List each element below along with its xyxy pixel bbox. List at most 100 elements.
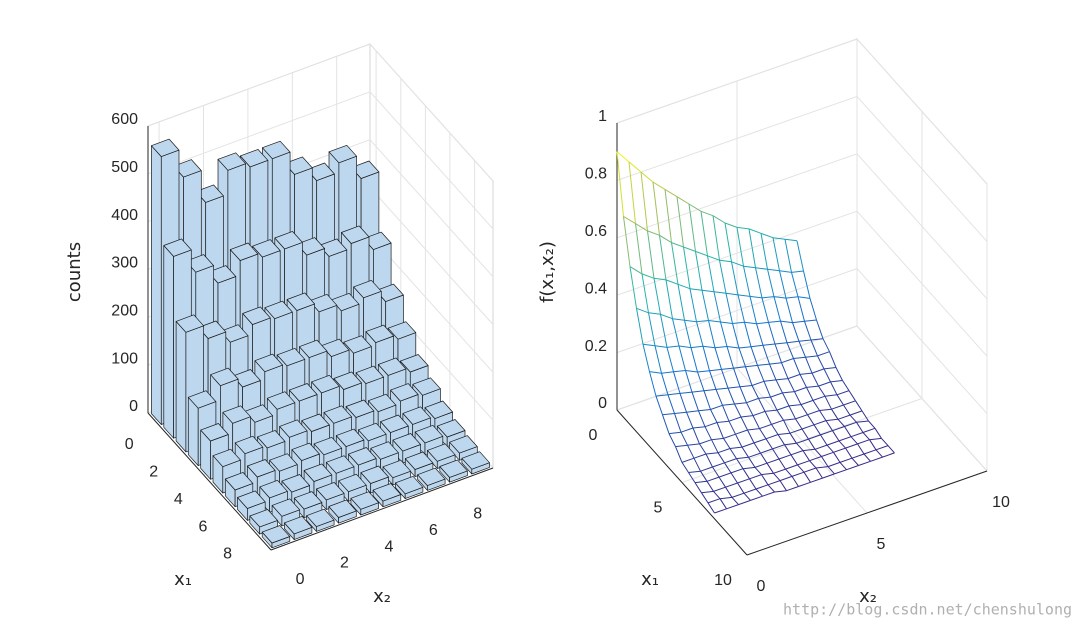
mesh-edge <box>728 420 736 435</box>
mesh-edge <box>882 452 895 458</box>
mesh-edge <box>667 392 681 396</box>
mesh-edge <box>799 372 813 375</box>
x-tick-label: 0 <box>125 436 134 453</box>
bar-top <box>308 293 338 313</box>
mesh-edge <box>807 414 815 426</box>
mesh-edge <box>689 288 703 291</box>
mesh-edge <box>824 394 838 397</box>
mesh-edge <box>752 410 766 417</box>
mesh-edge <box>660 314 668 348</box>
mesh-edge <box>672 318 685 321</box>
mesh-edge <box>788 404 802 407</box>
mesh-edge <box>832 430 840 442</box>
mesh-edge <box>820 430 833 436</box>
mesh-edge <box>700 210 714 217</box>
mesh-edge <box>856 422 864 433</box>
mesh-edge <box>640 171 648 231</box>
bar-top <box>311 374 340 394</box>
mesh-edge <box>648 312 656 346</box>
mesh-edge <box>731 261 739 295</box>
mesh-edge <box>795 418 803 430</box>
bar <box>439 459 468 483</box>
mesh-edge <box>851 453 865 459</box>
mesh-edge <box>749 474 762 480</box>
mesh-edge <box>739 386 747 403</box>
mesh-edge <box>707 255 715 292</box>
bar-top <box>274 231 303 250</box>
mesh-edge <box>628 161 636 224</box>
bar-top <box>417 467 446 486</box>
mesh-edge <box>734 403 742 418</box>
mesh-edge <box>697 371 705 391</box>
mesh-edge <box>708 320 716 348</box>
mesh-edge <box>790 454 798 466</box>
mesh-edge <box>719 496 733 500</box>
mesh-edge <box>813 420 827 426</box>
mesh-edge <box>783 419 791 434</box>
mesh-edge <box>731 497 739 505</box>
mesh-edge <box>784 442 797 446</box>
mesh-edge <box>787 378 795 392</box>
bar-top <box>264 300 293 320</box>
mesh-edge <box>764 411 772 425</box>
watermark: http://blog.csdn.net/chenshulong <box>783 601 1072 619</box>
mesh-edge <box>784 238 798 242</box>
mesh-edge <box>642 344 650 372</box>
mesh-edge <box>802 448 816 452</box>
y-tick-label: 2 <box>340 555 349 572</box>
bar-top <box>343 335 372 354</box>
mesh-edge <box>652 181 666 190</box>
mesh-edge <box>720 321 733 324</box>
mesh-edge <box>785 296 799 299</box>
z-tick-label: 0.4 <box>585 280 607 297</box>
mesh-edge <box>762 343 776 346</box>
bar-top <box>341 225 370 244</box>
bar-top <box>266 391 296 410</box>
mesh-edge <box>797 460 810 466</box>
mesh-edge <box>713 291 721 323</box>
y-tick-label: 10 <box>992 494 1010 511</box>
mesh-edge <box>761 474 769 486</box>
mesh-edge <box>809 460 817 469</box>
bar-top <box>424 400 453 419</box>
mesh-edge <box>678 345 686 371</box>
bar-top <box>217 152 246 171</box>
mesh-edge <box>784 444 792 456</box>
mesh-edge <box>714 508 727 514</box>
mesh-edge <box>694 480 708 484</box>
mesh-edge <box>713 486 726 492</box>
mesh-edge <box>821 451 834 457</box>
mesh-edge <box>668 431 682 435</box>
mesh-edge <box>763 381 771 398</box>
mesh-edge <box>810 477 823 483</box>
bar-side <box>187 396 199 466</box>
bar <box>417 467 446 491</box>
mesh-edge <box>834 469 847 475</box>
mesh-edge <box>679 391 693 394</box>
mesh-edge <box>812 395 826 401</box>
y-tick-label: 8 <box>473 506 482 523</box>
mesh-edge <box>850 432 864 438</box>
mesh-edge <box>814 444 828 450</box>
mesh-edge <box>735 433 743 448</box>
mesh-edge <box>744 322 752 347</box>
mesh-edge <box>816 319 824 339</box>
mesh-edge <box>728 416 742 422</box>
x-tick-label: 10 <box>714 572 732 589</box>
axis-line <box>270 467 494 551</box>
mesh-edge <box>780 320 788 343</box>
mesh-edge <box>665 279 673 319</box>
mesh-edge <box>755 484 769 490</box>
mesh-edge <box>772 444 785 450</box>
mesh-edge <box>675 446 683 463</box>
bar-top <box>392 433 421 452</box>
mesh-edge <box>797 464 805 473</box>
mesh-edge <box>696 320 709 323</box>
mesh-edge <box>772 237 780 271</box>
mesh-edge <box>701 492 709 504</box>
mesh-edge <box>680 427 694 433</box>
mesh-edge <box>843 404 851 416</box>
mesh-edge <box>721 369 729 389</box>
z-tick-label: 0.2 <box>585 338 607 355</box>
mesh-edge <box>817 355 825 370</box>
